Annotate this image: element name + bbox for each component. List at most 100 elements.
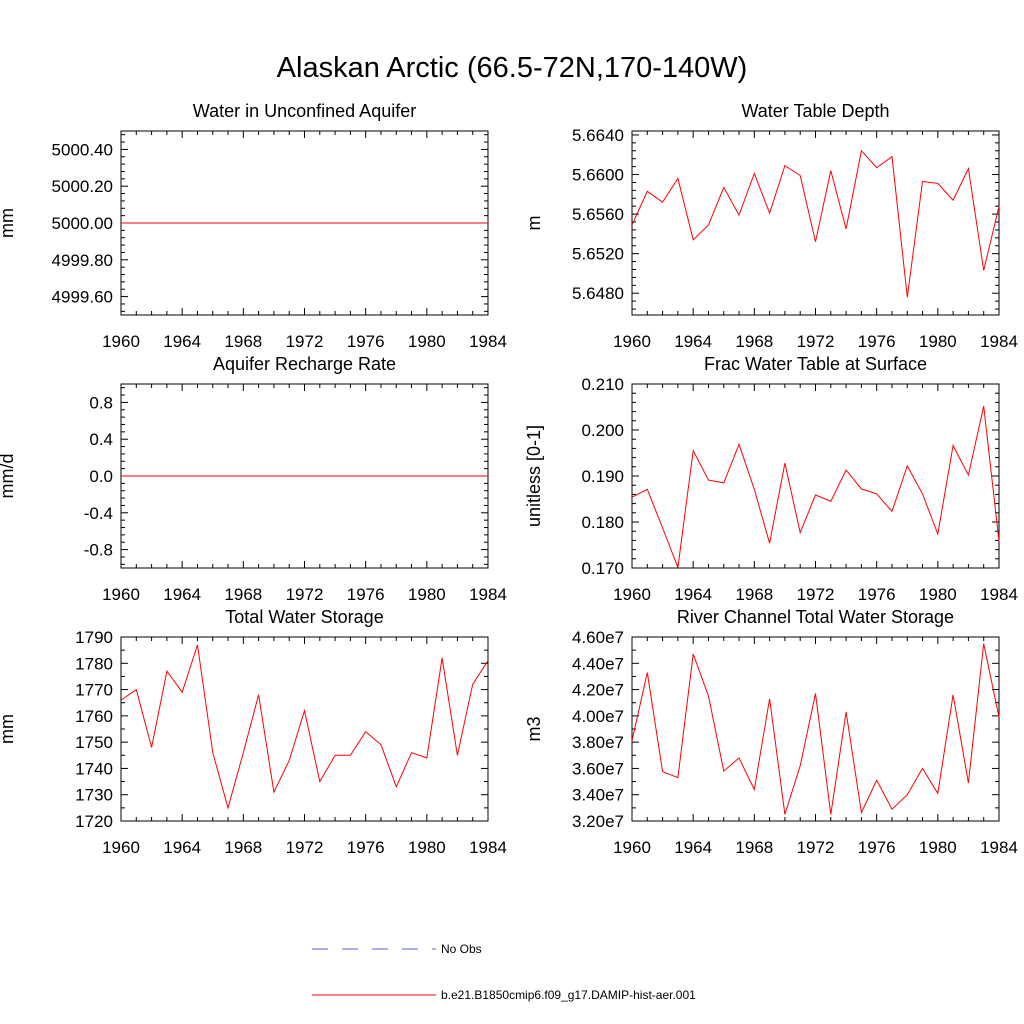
plot-frame xyxy=(631,636,1000,822)
x-tick-label: 1976 xyxy=(858,332,896,351)
y-tick-label: 0.0 xyxy=(89,467,113,486)
x-tick-label: 1976 xyxy=(347,332,385,351)
x-tick-label: 1984 xyxy=(980,332,1018,351)
panel-title: Aquifer Recharge Rate xyxy=(213,354,396,374)
y-tick-label: 4.00e7 xyxy=(572,707,624,726)
y-axis-label: mm xyxy=(0,714,17,744)
x-tick-label: 1980 xyxy=(919,838,957,857)
y-tick-label: 4999.60 xyxy=(52,288,113,307)
x-tick-label: 1964 xyxy=(674,332,712,351)
x-tick-label: 1972 xyxy=(797,838,835,857)
y-tick-label: 4.60e7 xyxy=(572,628,624,647)
y-tick-label: 5000.40 xyxy=(52,140,113,159)
x-tick-label: 1984 xyxy=(469,838,507,857)
x-tick-label: 1972 xyxy=(286,332,324,351)
panel-title: Total Water Storage xyxy=(225,607,383,627)
x-tick-label: 1964 xyxy=(163,585,201,604)
x-tick-label: 1968 xyxy=(224,838,262,857)
series-line xyxy=(631,149,1000,298)
x-tick-label: 1968 xyxy=(735,332,773,351)
y-tick-label: -0.8 xyxy=(84,541,113,560)
x-tick-label: 1960 xyxy=(102,585,140,604)
y-tick-label: 1730 xyxy=(75,786,113,805)
y-tick-label: 3.60e7 xyxy=(572,759,624,778)
x-tick-label: 1972 xyxy=(286,585,324,604)
x-tick-label: 1968 xyxy=(735,585,773,604)
x-tick-label: 1968 xyxy=(224,332,262,351)
y-tick-label: 1720 xyxy=(75,812,113,831)
x-tick-label: 1976 xyxy=(858,838,896,857)
x-tick-label: 1972 xyxy=(797,332,835,351)
x-tick-label: 1980 xyxy=(408,332,446,351)
plot-frame xyxy=(631,130,1000,316)
panel-title: Water in Unconfined Aquifer xyxy=(193,101,416,121)
y-tick-label: 1790 xyxy=(75,628,113,647)
y-tick-label: 0.190 xyxy=(581,467,624,486)
x-tick-label: 1980 xyxy=(408,585,446,604)
x-tick-label: 1980 xyxy=(408,838,446,857)
x-tick-label: 1976 xyxy=(347,585,385,604)
x-tick-label: 1984 xyxy=(980,838,1018,857)
y-axis-label: m3 xyxy=(524,716,544,741)
plot-frame xyxy=(631,383,1000,569)
y-tick-label: 0.180 xyxy=(581,513,624,532)
y-tick-label: 0.4 xyxy=(89,430,113,449)
y-tick-label: 4.40e7 xyxy=(572,654,624,673)
x-tick-label: 1964 xyxy=(163,838,201,857)
y-tick-label: 0.200 xyxy=(581,421,624,440)
plot-frame xyxy=(120,636,489,822)
chart-panel-5: 1960 1964 1968 1972 1976 1980 1984 1720 1730 1740… xyxy=(0,607,507,857)
series-line xyxy=(631,405,1000,568)
y-tick-label: 5000.00 xyxy=(52,214,113,233)
x-tick-label: 1960 xyxy=(102,332,140,351)
chart-panel-3: 1960 1964 1968 1972 1976 1980 1984 -0.8 -0.4 0.0 0… xyxy=(0,354,507,604)
panel-title: Water Table Depth xyxy=(741,101,889,121)
y-axis-label: m xyxy=(524,216,544,231)
x-tick-label: 1968 xyxy=(735,838,773,857)
x-tick-label: 1980 xyxy=(919,332,957,351)
figure-title: Alaskan Arctic (66.5-72N,170-140W) xyxy=(276,52,748,84)
y-tick-label: 3.80e7 xyxy=(572,733,624,752)
y-tick-label: 4999.80 xyxy=(52,251,113,270)
y-tick-label: 5.6520 xyxy=(572,245,624,264)
series-line xyxy=(631,643,1000,815)
panel-title: Frac Water Table at Surface xyxy=(704,354,927,374)
y-tick-label: 3.40e7 xyxy=(572,786,624,805)
chart-panel-4: 1960 1964 1968 1972 1976 1980 1984 0.170 0.180 0.… xyxy=(524,354,1018,604)
y-tick-label: 5.6640 xyxy=(572,126,624,145)
panel-title: River Channel Total Water Storage xyxy=(677,607,954,627)
y-tick-label: 5.6560 xyxy=(572,205,624,224)
y-tick-label: 5.6600 xyxy=(572,166,624,185)
y-tick-label: 1750 xyxy=(75,733,113,752)
y-tick-label: 0.170 xyxy=(581,559,624,578)
x-tick-label: 1964 xyxy=(163,332,201,351)
x-tick-label: 1972 xyxy=(286,838,324,857)
x-tick-label: 1964 xyxy=(674,838,712,857)
x-tick-label: 1972 xyxy=(797,585,835,604)
y-tick-label: 5000.20 xyxy=(52,177,113,196)
x-tick-label: 1984 xyxy=(469,332,507,351)
x-tick-label: 1964 xyxy=(674,585,712,604)
x-tick-label: 1976 xyxy=(347,838,385,857)
chart-panel-2: 1960 1964 1968 1972 1976 1980 1984 5.6480 5.6520… xyxy=(524,101,1018,351)
y-tick-label: 4.20e7 xyxy=(572,681,624,700)
x-tick-label: 1984 xyxy=(980,585,1018,604)
legend-model-label: b.e21.B1850cmip6.f09_g17.DAMIP-hist-aer.… xyxy=(441,988,696,1002)
y-tick-label: 5.6480 xyxy=(572,284,624,303)
y-tick-label: 0.8 xyxy=(89,393,113,412)
x-tick-label: 1968 xyxy=(224,585,262,604)
y-tick-label: 1740 xyxy=(75,759,113,778)
y-tick-label: 3.20e7 xyxy=(572,812,624,831)
y-tick-label: 1780 xyxy=(75,654,113,673)
x-tick-label: 1960 xyxy=(613,332,651,351)
y-tick-label: 0.210 xyxy=(581,375,624,394)
x-tick-label: 1976 xyxy=(858,585,896,604)
y-tick-label: 1760 xyxy=(75,707,113,726)
y-axis-label: unitless [0-1] xyxy=(524,425,544,527)
chart-panel-6: 1960 1964 1968 1972 1976 1980 1984 3.20e7 3.40e7… xyxy=(524,607,1018,857)
x-tick-label: 1980 xyxy=(919,585,957,604)
y-tick-label: 1770 xyxy=(75,681,113,700)
x-tick-label: 1984 xyxy=(469,585,507,604)
